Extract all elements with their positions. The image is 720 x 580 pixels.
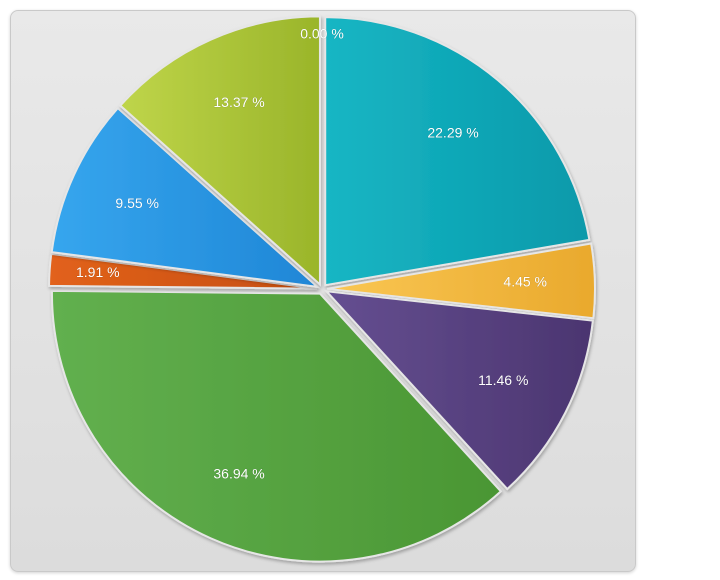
- pie-slice-7[interactable]: [118, 15, 321, 287]
- pie-slice-4[interactable]: [50, 289, 503, 563]
- pie-slice-5[interactable]: [48, 252, 318, 290]
- slice-label-2: 4.45 %: [503, 274, 547, 290]
- pie-slice-1[interactable]: [324, 16, 591, 287]
- slice-label-4: 36.94 %: [213, 465, 264, 481]
- slice-label-1: 22.29 %: [427, 124, 478, 140]
- slice-label-3: 11.46 %: [478, 372, 528, 388]
- slice-label-7: 13.37 %: [213, 94, 264, 110]
- pie-slice-2[interactable]: [326, 242, 596, 320]
- pie-slice-6[interactable]: [50, 106, 321, 289]
- slice-label-6: 9.55 %: [115, 195, 159, 211]
- slice-label-5: 1.91 %: [76, 264, 120, 280]
- pie-slice-3[interactable]: [323, 289, 594, 491]
- slice-label-0: 0.00 %: [300, 25, 344, 41]
